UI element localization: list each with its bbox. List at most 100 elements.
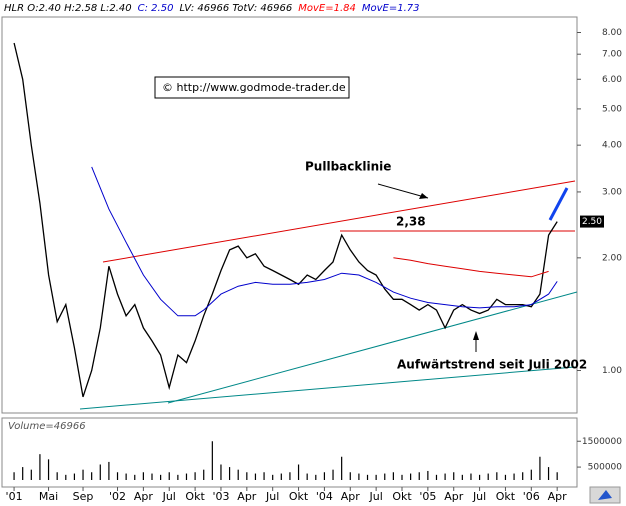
volume-bar (39, 454, 41, 480)
header-item: C: 2.50 (138, 3, 174, 14)
copyright: © http://www.godmode-trader.de (162, 81, 346, 94)
volume-bar (375, 474, 377, 480)
volume-bar (177, 474, 179, 480)
volume-bar (453, 472, 455, 480)
y-tick-label: 2.00 (602, 253, 622, 263)
volume-bar (237, 469, 239, 480)
volume-bar (13, 472, 15, 480)
volume-bar (108, 461, 110, 480)
forecast-arrow (548, 187, 569, 221)
x-tick-label: Apr (341, 490, 361, 503)
x-tick-label: Okt (185, 490, 205, 503)
volume-bar (384, 473, 386, 480)
volume-bar (280, 473, 282, 480)
volume-bar (461, 474, 463, 480)
arrow-head (473, 331, 479, 340)
uptrend-line (167, 291, 578, 404)
x-tick-label: Okt (496, 490, 516, 503)
volume-bar (392, 472, 394, 480)
pullback-line (102, 180, 576, 263)
x-tick-label: Apr (237, 490, 257, 503)
volume-bar (487, 473, 489, 480)
volume-bar (47, 459, 50, 480)
volume-bar (539, 456, 541, 480)
x-tick-label: Apr (134, 490, 154, 503)
volume-bar (254, 473, 257, 480)
x-tick-label: Okt (392, 490, 412, 503)
volume-bar (185, 473, 188, 480)
volume-bar (366, 474, 369, 480)
volume-bar (297, 464, 300, 480)
volume-bar (513, 473, 515, 480)
y-tick-label: 4.00 (602, 141, 622, 151)
volume-bar (116, 472, 119, 480)
y-tick-label: 500000 (588, 463, 623, 473)
volume-bar (306, 473, 308, 480)
volume-bar (142, 472, 144, 480)
volume-bar (547, 467, 550, 480)
volume-bar (427, 470, 429, 480)
volume-bar (228, 467, 231, 480)
header-item: HLR O:2.40 H:2.58 L:2.40 (4, 3, 132, 14)
volume-bar (272, 474, 274, 480)
scroll-icon (598, 490, 612, 500)
x-tick-label: '06 (523, 490, 540, 503)
x-tick-label: '04 (316, 490, 333, 503)
volume-bar (151, 473, 153, 480)
annotation: Pullbacklinie (305, 160, 391, 174)
volume-bar (315, 474, 317, 480)
volume-bar (99, 464, 101, 480)
volume-bar (246, 472, 248, 480)
x-tick-label: '05 (419, 490, 436, 503)
volume-bar (478, 474, 481, 480)
y-tick-label: 5.00 (602, 104, 622, 114)
price-panel (1, 16, 578, 414)
volume-bar (530, 469, 532, 480)
volume-bar (168, 472, 170, 480)
volume-bar (323, 472, 326, 480)
volume-bar (496, 472, 498, 480)
volume-bar (125, 473, 127, 480)
copyright-box (154, 76, 350, 99)
volume-bar (211, 441, 213, 480)
volume-bar (341, 456, 343, 480)
x-tick-label: '01 (6, 490, 23, 503)
volume-bar (289, 472, 291, 480)
volume-bar (504, 474, 507, 480)
header-item: MovE=1.84 (298, 3, 356, 14)
volume-bar (220, 464, 222, 480)
volume-bar (73, 473, 76, 480)
volume-bar (22, 467, 24, 480)
volume-bar (263, 472, 265, 480)
volume-bar (332, 469, 334, 480)
last-price: 2.50 (582, 217, 602, 227)
arrow-line (377, 183, 429, 199)
header-item: MovE=1.73 (362, 3, 420, 14)
volume-bar (358, 473, 360, 480)
y-tick-label: 1.00 (602, 366, 622, 376)
x-tick-label: Jul (265, 490, 279, 503)
volume-bar (134, 474, 136, 480)
volume-bar (418, 472, 420, 480)
x-tick-label: Sep (73, 490, 94, 503)
moving-average (393, 257, 549, 278)
volume-bar (194, 472, 196, 480)
arrow-head (419, 193, 428, 199)
volume-bar (410, 473, 412, 480)
x-tick-label: Apr (548, 490, 568, 503)
volume-bar (30, 469, 32, 480)
volume-bar (556, 472, 558, 480)
last-price-box (580, 215, 604, 228)
volume-bar (444, 473, 446, 480)
x-tick-label: '02 (109, 490, 126, 503)
volume-bar (91, 472, 93, 480)
x-tick-label: Okt (289, 490, 309, 503)
volume-panel (1, 417, 578, 488)
x-tick-label: Jul (368, 490, 382, 503)
volume-bar (349, 472, 351, 480)
volume-bar (401, 474, 403, 480)
annotation: Aufwärtstrend seit Juli 2002 (397, 358, 587, 372)
